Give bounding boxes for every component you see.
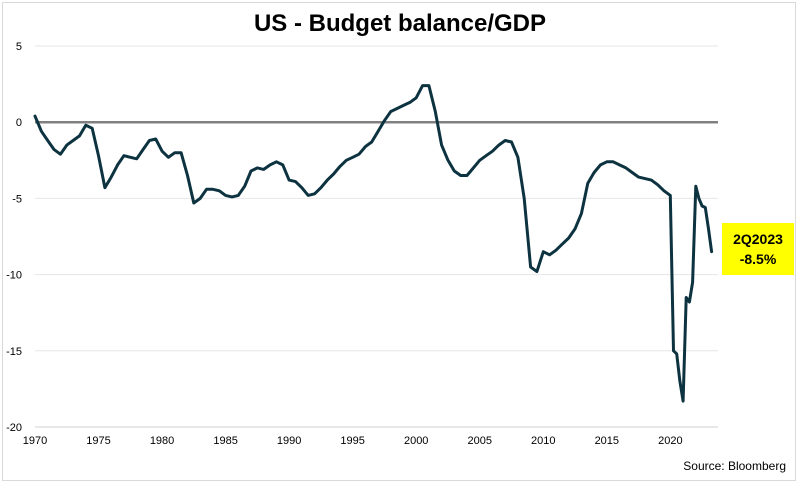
y-tick-label: -20 bbox=[6, 422, 22, 434]
x-tick-label: 2010 bbox=[531, 435, 555, 447]
x-tick-label: 1990 bbox=[277, 435, 301, 447]
y-tick-label: 5 bbox=[16, 41, 22, 53]
x-tick-label: 2015 bbox=[595, 435, 619, 447]
y-tick-label: -5 bbox=[12, 193, 22, 205]
x-tick-label: 1975 bbox=[86, 435, 110, 447]
latest-value-callout: 2Q2023 -8.5% bbox=[722, 223, 794, 275]
x-tick-label: 2000 bbox=[404, 435, 428, 447]
chart-title: US - Budget balance/GDP bbox=[253, 10, 547, 37]
x-tick-label: 2005 bbox=[468, 435, 492, 447]
x-tick-label: 1995 bbox=[340, 435, 364, 447]
x-tick-label: 1970 bbox=[23, 435, 47, 447]
series-layer bbox=[33, 84, 714, 403]
callout-value: -8.5% bbox=[739, 251, 777, 267]
source-label: Source: Bloomberg bbox=[683, 459, 786, 473]
x-tick-label: 1980 bbox=[150, 435, 174, 447]
x-tick-label: 1985 bbox=[213, 435, 237, 447]
callout-period: 2Q2023 bbox=[733, 231, 783, 247]
gridlines bbox=[35, 45, 718, 428]
y-tick-label: 0 bbox=[16, 117, 22, 129]
x-tick-label: 2020 bbox=[658, 435, 682, 447]
y-tick-label: -15 bbox=[6, 346, 22, 358]
y-tick-label: -10 bbox=[6, 270, 22, 282]
series-line bbox=[33, 84, 714, 403]
